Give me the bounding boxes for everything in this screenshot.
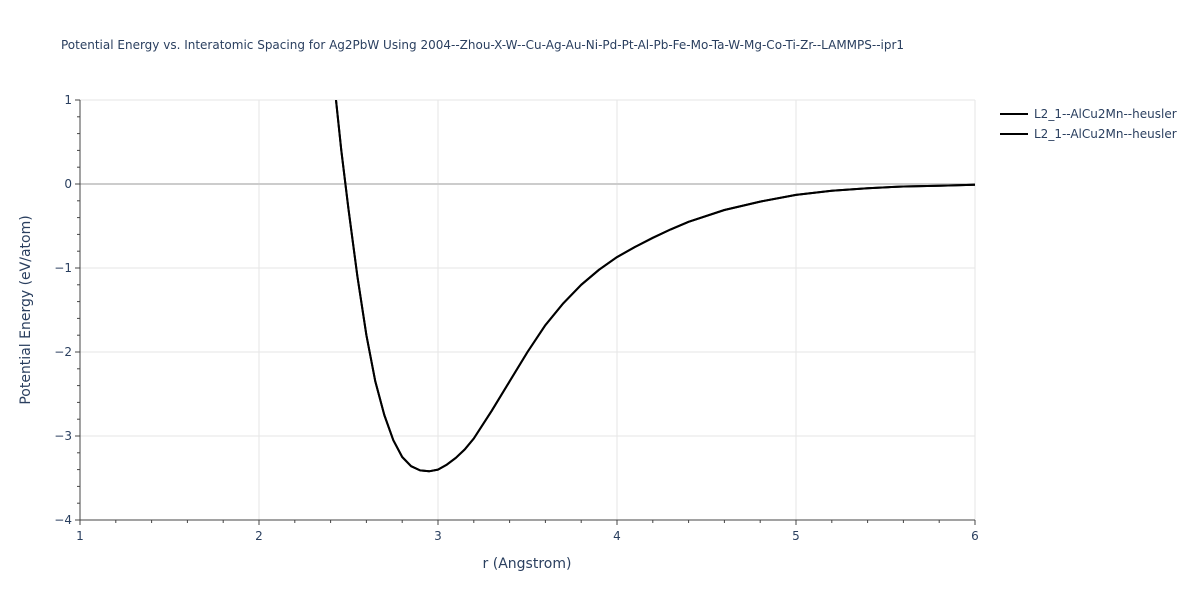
y-tick-label: −1 — [54, 261, 72, 275]
grid-lines — [80, 99, 976, 520]
tick-labels: 1 2 3 4 5 6 −4 −3 −2 −1 0 1 — [54, 93, 979, 543]
legend-label: L2_1--AlCu2Mn--heusler — [1034, 127, 1177, 141]
series-lines — [335, 100, 975, 473]
y-tick-label: 1 — [64, 93, 72, 107]
x-tick-label: 2 — [255, 529, 263, 543]
y-tick-label: −4 — [54, 513, 72, 527]
x-tick-label: 6 — [971, 529, 979, 543]
y-tick-label: 0 — [64, 177, 72, 191]
legend: L2_1--AlCu2Mn--heusler L2_1--AlCu2Mn--heu… — [1000, 107, 1177, 141]
x-tick-label: 4 — [613, 529, 621, 543]
y-tick-label: −2 — [54, 345, 72, 359]
y-axis-title: Potential Energy (eV/atom) — [18, 215, 34, 404]
x-tick-label: 1 — [76, 529, 84, 543]
legend-label: L2_1--AlCu2Mn--heusler — [1034, 107, 1177, 121]
chart-title: Potential Energy vs. Interatomic Spacing… — [61, 38, 905, 52]
y-tick-label: −3 — [54, 429, 72, 443]
x-tick-label: 3 — [434, 529, 442, 543]
axes — [75, 99, 976, 525]
series-line-2 — [335, 100, 975, 473]
x-tick-label: 5 — [792, 529, 800, 543]
x-axis-title: r (Angstrom) — [483, 556, 572, 572]
series-line-1 — [335, 100, 975, 473]
